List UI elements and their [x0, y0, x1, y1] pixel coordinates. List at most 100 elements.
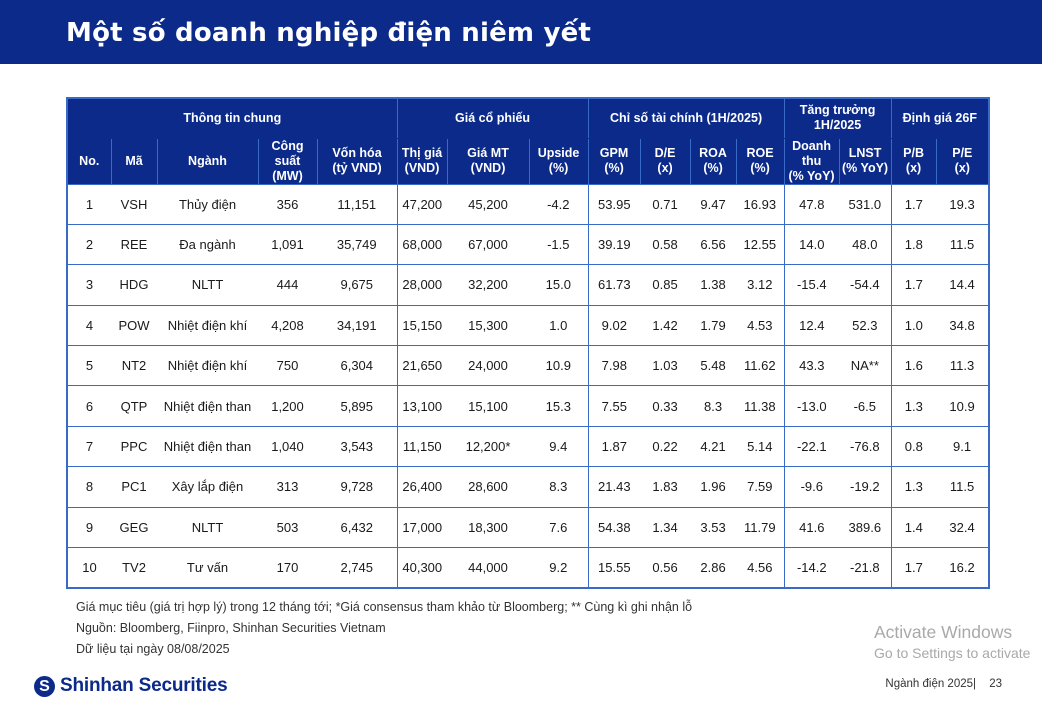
table-cell: 8 [67, 466, 111, 508]
table-cell: 9 [67, 506, 111, 548]
column-header: GPM (%) [587, 138, 641, 184]
column-header: Thị giá (VND) [396, 138, 448, 184]
table-cell: 18,300 [447, 506, 530, 548]
table-cell: 389.6 [839, 506, 892, 548]
column-header: Vốn hóa (tỷ VND) [316, 138, 398, 184]
column-header: Upside (%) [528, 138, 589, 184]
table-cell: 4 [67, 304, 111, 346]
table-cell: 1.42 [640, 304, 691, 346]
table-row: 8 PC1 Xây lắp điện 313 9,728 26,400 28,600 8.3 2… [67, 466, 990, 508]
table-cell: 8.3 [690, 385, 737, 427]
table-cell: 11.62 [736, 345, 785, 386]
table-cell: 11.5 [936, 223, 990, 265]
table-cell: Nhiệt điện khí [157, 304, 258, 346]
table-cell: 10.9 [936, 385, 990, 427]
table-cell: 17,000 [397, 506, 448, 548]
table-cell: 5 [67, 345, 111, 386]
table-cell: 14.0 [784, 223, 840, 265]
activate-windows-watermark: Activate Windows Go to Settings to activ… [874, 621, 1030, 663]
table-cell: 26,400 [397, 466, 448, 508]
table-cell: 40,300 [397, 547, 448, 588]
table-cell: 9,675 [317, 264, 398, 306]
table-cell: 3.53 [690, 506, 737, 548]
column-header: P/B (x) [890, 138, 937, 184]
table-cell: 45,200 [447, 183, 530, 225]
table-cell: 9.2 [529, 547, 589, 588]
table-cell: 1.8 [891, 223, 937, 265]
column-header: No. [66, 138, 112, 184]
table-cell: Đa ngành [157, 223, 258, 265]
table-cell: 5.48 [690, 345, 737, 386]
table-row: 7 PPC Nhiệt điện than 1,040 3,543 11,150 12,20… [67, 425, 990, 467]
table-cell: 52.3 [839, 304, 892, 346]
note-data-date: Dữ liệu tại ngày 08/08/2025 [76, 642, 230, 656]
table-cell: 1.6 [891, 345, 937, 386]
table-cell: Nhiệt điện than [157, 385, 258, 427]
group-header: Tăng trưởng 1H/2025 [783, 98, 892, 139]
table-cell: 9.4 [529, 425, 589, 467]
table-cell: 1.3 [891, 385, 937, 427]
notes: Giá mục tiêu (giá trị hợp lý) trong 12 t… [76, 597, 692, 660]
group-header: Thông tin chung [66, 98, 398, 139]
table-cell: 4,208 [258, 304, 317, 346]
logo-text: Shinhan Securities [60, 675, 228, 696]
table-cell: -1.5 [529, 223, 589, 265]
table-cell: -19.2 [839, 466, 892, 508]
column-header-row: No. Mã Ngành Công suất (MW) Vốn hóa (tỷ VND) Th… [66, 138, 990, 184]
table-cell: 3,543 [317, 425, 398, 467]
table-cell: 170 [258, 547, 317, 588]
table-row: 2 REE Đa ngành 1,091 35,749 68,000 67,000 -1.5 3… [67, 223, 990, 265]
table-cell: 44,000 [447, 547, 530, 588]
group-header: Định giá 26F [890, 98, 990, 139]
table-cell: 11,150 [397, 425, 448, 467]
table-row: 5 NT2 Nhiệt điện khí 750 6,304 21,650 24,000 10… [67, 345, 990, 386]
table-cell: 43.3 [784, 345, 840, 386]
listed-companies-table: Thông tin chung Giá cổ phiếu Chỉ số tài ch… [66, 97, 991, 589]
table-cell: 7.55 [588, 385, 641, 427]
table-cell: 1 [67, 183, 111, 225]
table-cell: -14.2 [784, 547, 840, 588]
table-cell: 34,191 [317, 304, 398, 346]
table-cell: 0.71 [640, 183, 691, 225]
table-cell: 444 [258, 264, 317, 306]
page-number: 23 [989, 678, 1002, 690]
table-cell: 6.56 [690, 223, 737, 265]
table-cell: 1.34 [640, 506, 691, 548]
table-cell: 2 [67, 223, 111, 265]
note-target-price: Giá mục tiêu (giá trị hợp lý) trong 12 t… [76, 600, 693, 614]
table-cell: 1.83 [640, 466, 691, 508]
table-row: 4 POW Nhiệt điện khí 4,208 34,191 15,150 15,30… [67, 304, 990, 346]
group-header: Giá cổ phiếu [396, 98, 589, 139]
column-header: ROA (%) [689, 138, 737, 184]
table-cell: 0.22 [640, 425, 691, 467]
column-header: Doanh thu (% YoY) [783, 138, 840, 184]
table-cell: 15,150 [397, 304, 448, 346]
table-cell: 21,650 [397, 345, 448, 386]
table-cell: 32.4 [936, 506, 990, 548]
table-cell: 35,749 [317, 223, 398, 265]
table-cell: -9.6 [784, 466, 840, 508]
table-cell: Tư vấn [157, 547, 258, 588]
table-cell: 6 [67, 385, 111, 427]
table-cell: REE [111, 223, 157, 265]
table-cell: 53.95 [588, 183, 641, 225]
page-title: Một số doanh nghiệp điện niêm yết [66, 18, 592, 48]
table-cell: 1,091 [258, 223, 317, 265]
table-cell: 10 [67, 547, 111, 588]
table-cell: 1,200 [258, 385, 317, 427]
table-cell: 11.79 [736, 506, 785, 548]
table-cell: 1,040 [258, 425, 317, 467]
table-cell: 61.73 [588, 264, 641, 306]
column-header: ROE (%) [735, 138, 785, 184]
table-cell: 7.59 [736, 466, 785, 508]
table-cell: 6,432 [317, 506, 398, 548]
table-cell: 1.96 [690, 466, 737, 508]
group-header-row: Thông tin chung Giá cổ phiếu Chỉ số tài ch… [66, 98, 990, 139]
table-cell: 34.8 [936, 304, 990, 346]
column-header: P/E (x) [935, 138, 990, 184]
table-cell: 47.8 [784, 183, 840, 225]
table-cell: 19.3 [936, 183, 990, 225]
table-cell: 1.4 [891, 506, 937, 548]
table-cell: 1.38 [690, 264, 737, 306]
table-cell: 28,600 [447, 466, 530, 508]
